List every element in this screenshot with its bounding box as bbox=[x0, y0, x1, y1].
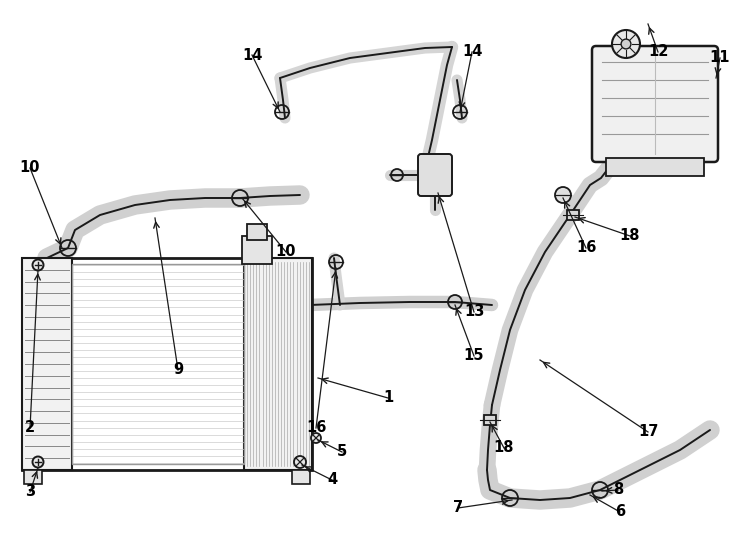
Text: 1: 1 bbox=[383, 390, 393, 406]
Text: 18: 18 bbox=[619, 228, 640, 244]
Text: 11: 11 bbox=[710, 51, 730, 65]
Text: 7: 7 bbox=[453, 501, 463, 516]
Text: 14: 14 bbox=[462, 44, 482, 59]
FancyBboxPatch shape bbox=[592, 46, 718, 162]
Bar bbox=[244, 258, 312, 470]
Text: 17: 17 bbox=[638, 424, 658, 440]
Text: 4: 4 bbox=[327, 472, 337, 488]
Bar bbox=[24, 470, 42, 484]
Text: 2: 2 bbox=[25, 421, 35, 435]
Text: 9: 9 bbox=[173, 362, 183, 377]
Text: 5: 5 bbox=[337, 444, 347, 460]
Text: 6: 6 bbox=[615, 504, 625, 519]
Bar bbox=[606, 158, 704, 176]
Text: 10: 10 bbox=[20, 160, 40, 176]
Circle shape bbox=[294, 456, 306, 468]
Circle shape bbox=[311, 433, 321, 443]
Circle shape bbox=[555, 187, 571, 203]
Text: 15: 15 bbox=[464, 348, 484, 363]
Text: 10: 10 bbox=[276, 245, 297, 260]
Bar bbox=[242, 236, 272, 264]
Text: 3: 3 bbox=[25, 484, 35, 500]
Bar bbox=[292, 470, 310, 484]
Bar bbox=[484, 415, 496, 425]
Text: 18: 18 bbox=[494, 441, 515, 456]
Circle shape bbox=[32, 456, 43, 468]
Circle shape bbox=[612, 30, 640, 58]
Bar bbox=[22, 258, 312, 470]
Text: 13: 13 bbox=[464, 305, 484, 320]
Text: 14: 14 bbox=[241, 48, 262, 63]
Circle shape bbox=[32, 260, 43, 271]
Bar bbox=[247, 224, 267, 240]
Text: 8: 8 bbox=[613, 483, 623, 497]
Bar bbox=[567, 210, 579, 220]
Text: 16: 16 bbox=[575, 240, 596, 255]
Bar bbox=[72, 264, 244, 464]
Text: 16: 16 bbox=[306, 421, 326, 435]
Text: 12: 12 bbox=[648, 44, 668, 59]
Bar bbox=[22, 258, 72, 470]
Circle shape bbox=[621, 39, 631, 49]
FancyBboxPatch shape bbox=[418, 154, 452, 196]
